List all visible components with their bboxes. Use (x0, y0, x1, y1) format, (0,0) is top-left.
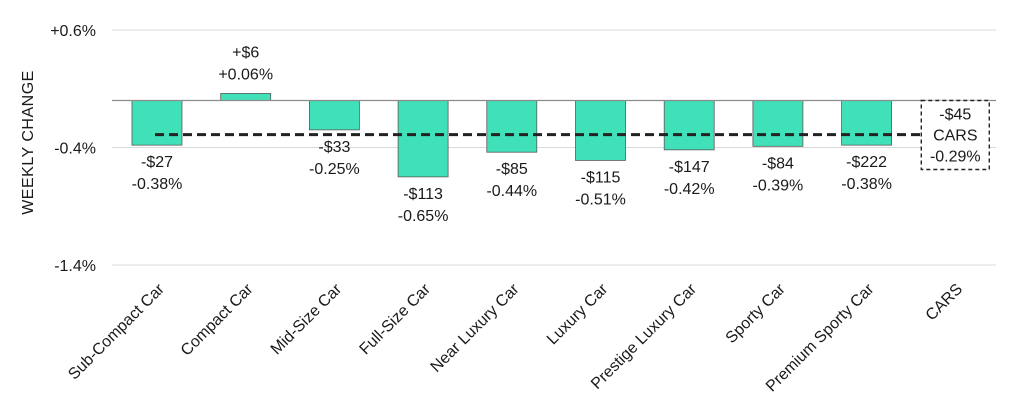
x-tick-label: Sporty Car (723, 280, 790, 347)
bar (397, 100, 449, 178)
data-labels: -$27 -0.38% +$6 +0.06% -$33 -0.25% -$113 -0.65%… (132, 44, 892, 224)
y-tick-label: +0.6% (50, 23, 96, 40)
x-tick-label: Compact Car (178, 280, 257, 359)
data-label-percent: -0.39% (753, 177, 804, 194)
x-tick-label: Luxury Car (544, 280, 612, 348)
data-label-dollar: -$147 (669, 159, 710, 176)
x-tick-label: Full-Size Car (357, 280, 435, 358)
data-label-percent: -0.42% (664, 181, 715, 198)
bar (220, 93, 272, 101)
data-label-dollar: -$115 (581, 169, 621, 186)
data-label-dollar: -$222 (846, 154, 887, 171)
y-tick-label: -1.4% (54, 258, 96, 275)
bar (575, 100, 626, 161)
average-dollar-label: -$45 (939, 107, 971, 124)
data-label-percent: -0.65% (398, 208, 449, 225)
average-callout-box (920, 99, 990, 171)
bar (486, 100, 538, 153)
average-callout: -$45 CARS -0.29% (920, 99, 990, 171)
y-axis-label: WEEKLY CHANGE (20, 70, 37, 215)
data-label-percent: -0.25% (309, 161, 360, 178)
data-label-percent: +0.06% (218, 66, 273, 83)
data-label-dollar: -$84 (762, 155, 794, 172)
data-label-percent: -0.38% (841, 176, 892, 193)
bar (752, 100, 804, 147)
bar (308, 100, 360, 131)
data-label-dollar: -$27 (141, 154, 173, 171)
data-label-percent: -0.51% (575, 191, 626, 208)
gridlines (112, 29, 996, 266)
data-label-dollar: -$33 (318, 139, 350, 156)
data-label-dollar: -$85 (496, 161, 528, 178)
bar (663, 100, 715, 151)
bar (841, 100, 892, 146)
average-percent-label: -0.29% (930, 149, 981, 166)
x-tick-label: Mid-Size Car (268, 280, 346, 358)
x-tick-label: Near Luxury Car (428, 280, 523, 375)
data-label-dollar: +$6 (232, 44, 259, 61)
bar (131, 100, 183, 146)
y-tick-label: -0.4% (54, 141, 96, 158)
x-tick-label: Sub-Compact Car (65, 280, 168, 383)
data-label-percent: -0.38% (132, 176, 183, 193)
average-category-label: CARS (933, 128, 977, 145)
y-axis-ticks: +0.6% -0.4% -1.4% (50, 23, 96, 275)
x-axis-categories: Sub-Compact Car Compact Car Mid-Size Car Fu… (65, 280, 966, 395)
bars (131, 93, 892, 178)
x-tick-label: CARS (923, 281, 966, 324)
data-label-dollar: -$113 (403, 186, 443, 203)
data-label-percent: -0.44% (486, 183, 537, 200)
